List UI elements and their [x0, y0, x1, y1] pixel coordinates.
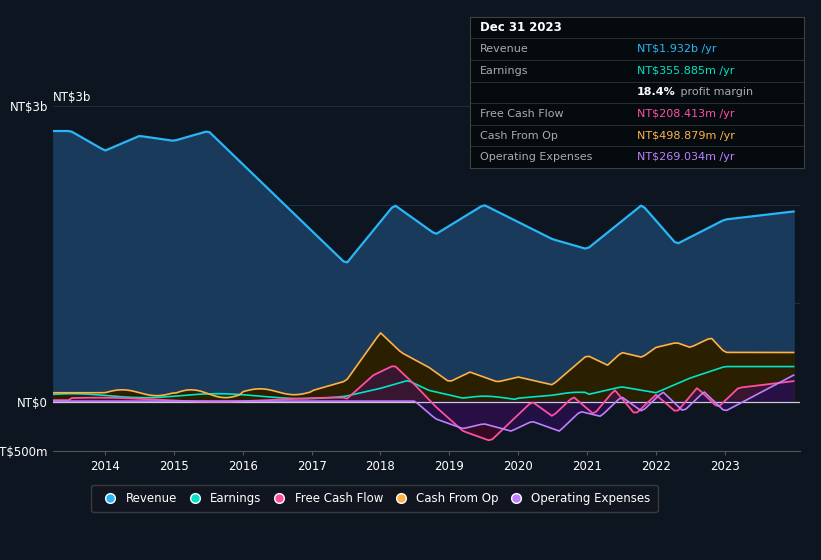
Text: Dec 31 2023: Dec 31 2023 — [479, 21, 562, 34]
Text: Revenue: Revenue — [479, 44, 529, 54]
Text: profit margin: profit margin — [677, 87, 753, 97]
Text: NT$3b: NT$3b — [53, 91, 92, 104]
Text: NT$498.879m /yr: NT$498.879m /yr — [637, 130, 735, 141]
Text: NT$208.413m /yr: NT$208.413m /yr — [637, 109, 734, 119]
Text: NT$1.932b /yr: NT$1.932b /yr — [637, 44, 716, 54]
Text: Free Cash Flow: Free Cash Flow — [479, 109, 563, 119]
Text: NT$355.885m /yr: NT$355.885m /yr — [637, 66, 734, 76]
Text: Cash From Op: Cash From Op — [479, 130, 557, 141]
Legend: Revenue, Earnings, Free Cash Flow, Cash From Op, Operating Expenses: Revenue, Earnings, Free Cash Flow, Cash … — [91, 485, 658, 512]
Text: NT$269.034m /yr: NT$269.034m /yr — [637, 152, 734, 162]
Text: Earnings: Earnings — [479, 66, 528, 76]
Text: 18.4%: 18.4% — [637, 87, 676, 97]
Text: Operating Expenses: Operating Expenses — [479, 152, 592, 162]
